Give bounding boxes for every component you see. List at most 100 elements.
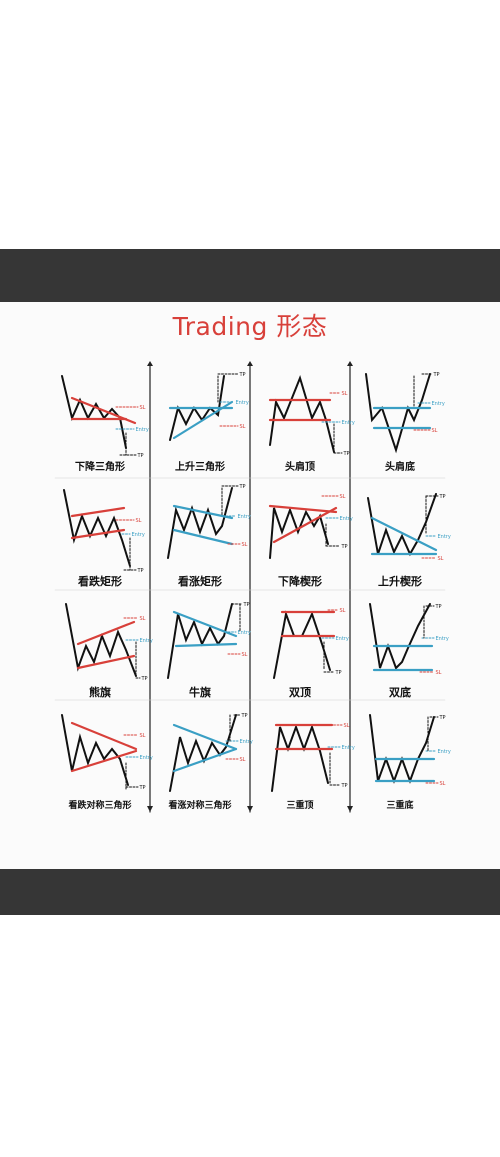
support-line: [172, 400, 234, 440]
sheet-title: Trading 形态: [172, 312, 328, 341]
sl-marker: SL: [340, 494, 346, 500]
tp-marker: TP: [343, 451, 350, 457]
sl-marker: SL: [436, 670, 442, 676]
tp-marker: TP: [435, 604, 442, 610]
pattern-name: 下降三角形: [75, 460, 125, 473]
wedge-top: [370, 516, 438, 552]
wedge-bottom: [272, 506, 338, 544]
entry-marker: Entry: [340, 516, 353, 522]
entry-marker: Entry: [140, 638, 153, 644]
triangle-top: [172, 723, 238, 751]
triangle-bottom: [70, 749, 138, 773]
separator-arrow-up-icon: [347, 361, 353, 366]
entry-marker: Entry: [136, 427, 149, 433]
price-line: [365, 373, 431, 454]
entry-marker: Entry: [132, 532, 145, 538]
price-line: [369, 603, 431, 670]
tp-marker: TP: [439, 494, 446, 500]
entry-marker: Entry: [238, 630, 251, 636]
price-line: [167, 487, 233, 559]
pattern-name: 头肩顶: [285, 460, 315, 473]
pattern-panel: SL Entry TP: [61, 714, 153, 791]
tp-marker: TP: [241, 713, 248, 719]
pattern-name: 双顶: [289, 686, 311, 699]
pattern-panel: SL Entry TP: [65, 603, 153, 682]
pattern-name: 三重底: [386, 799, 413, 811]
tp-marker: TP: [137, 568, 144, 574]
sl-marker: SL: [344, 723, 350, 729]
triangle-bottom: [172, 747, 238, 773]
tp-marker: TP: [137, 453, 144, 459]
pattern-panel: SL Entry TP: [273, 608, 349, 679]
entry-marker: Entry: [236, 400, 249, 406]
sl-marker: SL: [340, 608, 346, 614]
tp-marker: TP: [243, 602, 250, 608]
price-line: [273, 610, 331, 679]
bottom-dark-bar: [0, 869, 500, 915]
channel-bottom: [172, 528, 234, 546]
pattern-panel: SL Entry TP: [367, 493, 451, 562]
entry-marker: Entry: [336, 636, 349, 642]
separator-arrow-up-icon: [147, 361, 153, 366]
pattern-name: 看跌对称三角形: [68, 799, 131, 811]
pattern-panel: SL Entry TP: [365, 372, 445, 454]
sl-marker: SL: [140, 405, 146, 411]
entry-marker: Entry: [438, 534, 451, 540]
price-line: [269, 507, 329, 559]
pattern-panel: SL Entry TP: [369, 714, 451, 787]
pattern-name: 双底: [389, 685, 411, 699]
sl-marker: SL: [242, 652, 248, 658]
pattern-name: 看涨矩形: [178, 574, 222, 588]
pattern-name: 看跌矩形: [78, 574, 122, 588]
separator-arrow-up-icon: [247, 361, 253, 366]
entry-marker: Entry: [438, 749, 451, 755]
separator-arrow-down-icon: [247, 806, 253, 812]
entry-marker: Entry: [432, 401, 445, 407]
top-dark-bar: [0, 249, 500, 302]
pattern-panel: SL Entry TP: [168, 372, 249, 441]
pattern-name: 上升三角形: [175, 460, 225, 473]
price-line: [367, 493, 437, 557]
pattern-name: 下降楔形: [278, 574, 322, 588]
separator-arrow-down-icon: [347, 806, 353, 812]
entry-marker: Entry: [342, 420, 355, 426]
pattern-panel: SL Entry TP: [63, 489, 145, 574]
price-line: [369, 714, 435, 784]
pattern-panel: SL Entry TP: [167, 484, 251, 559]
sl-marker: SL: [432, 428, 438, 434]
price-line: [61, 375, 127, 449]
separator-arrow-down-icon: [147, 806, 153, 812]
tp-marker: TP: [239, 484, 246, 490]
pattern-name: 三重顶: [286, 799, 313, 811]
pattern-panel: SL Entry TP: [271, 723, 355, 792]
sl-marker: SL: [240, 757, 246, 763]
flag-top: [172, 610, 238, 638]
sl-marker: SL: [342, 391, 348, 397]
sl-marker: SL: [242, 542, 248, 548]
pattern-panel: SL Entry TP: [268, 494, 353, 559]
flag-bottom: [76, 654, 136, 670]
pattern-panel: SL Entry TP: [169, 713, 253, 792]
price-line: [65, 603, 137, 677]
price-line: [61, 714, 129, 786]
pattern-name: 牛旗: [189, 685, 211, 699]
flag-bottom: [174, 642, 238, 648]
triangle-top: [70, 721, 138, 751]
price-line: [169, 375, 225, 441]
tp-marker: TP: [433, 372, 440, 378]
entry-marker: Entry: [238, 514, 251, 520]
channel-bottom: [70, 528, 126, 540]
sl-marker: SL: [140, 733, 146, 739]
price-line: [269, 374, 335, 453]
price-line: [167, 603, 233, 679]
sl-marker: SL: [440, 781, 446, 787]
pattern-panel: SL Entry TP: [268, 374, 355, 457]
tp-marker: TP: [335, 670, 342, 676]
sl-marker: SL: [140, 616, 146, 622]
entry-marker: Entry: [342, 745, 355, 751]
sl-marker: SL: [240, 424, 246, 430]
pattern-name: 熊旗: [89, 685, 111, 699]
pattern-name: 看涨对称三角形: [168, 799, 231, 811]
tp-marker: TP: [239, 372, 246, 378]
